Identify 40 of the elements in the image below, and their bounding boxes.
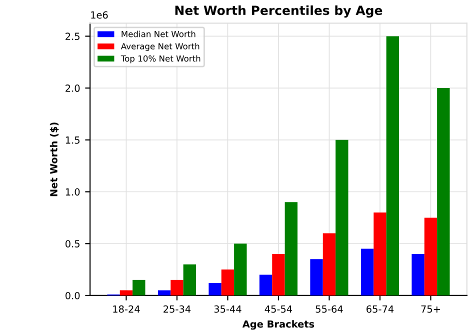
bar: [132, 280, 146, 296]
legend-label: Average Net Worth: [120, 42, 200, 52]
bar: [120, 290, 133, 296]
y-axis-title: Net Worth ($): [50, 122, 59, 196]
y-tick-label: 1.0: [66, 188, 80, 196]
x-tick-label: 75+: [421, 306, 440, 313]
bar: [336, 140, 348, 296]
text: 1e6: [91, 11, 108, 19]
bar: [360, 248, 374, 296]
bar: [424, 218, 438, 296]
bar: [284, 202, 298, 296]
bar: [374, 212, 386, 296]
x-tick-label: 55-64: [316, 305, 343, 313]
bar: [310, 259, 323, 296]
x-tick-label: 65-74: [366, 305, 394, 313]
y-tick-label: 2.5: [66, 32, 80, 40]
y-tick-label: 2.0: [66, 84, 80, 92]
bar: [221, 270, 234, 296]
legend-label: Median Net Worth: [122, 30, 196, 38]
bar: [437, 88, 450, 296]
y-tick-label: 1.5: [66, 136, 80, 144]
x-tick-label: 35-44: [214, 305, 242, 313]
legend-label: Top 10% Net Worth: [120, 55, 200, 64]
x-tick-label: 18-24: [113, 305, 140, 313]
bar: [322, 233, 336, 296]
x-tick-label: 25-34: [164, 305, 191, 313]
bar: [386, 36, 400, 296]
y-tick-label: 0.5: [66, 240, 80, 248]
bar: [259, 274, 272, 296]
bar: [158, 290, 171, 296]
bar: [183, 264, 196, 296]
y-tick-label: 0.0: [66, 292, 80, 300]
bar: [272, 254, 285, 296]
bar: [170, 280, 184, 296]
bar: [208, 283, 222, 296]
x-tick-label: 45-54: [264, 306, 292, 313]
bar: [234, 244, 247, 296]
chart-title: Net Worth Percentiles by Age: [175, 5, 382, 18]
x-axis-title: Age Brackets: [242, 320, 314, 330]
bar: [412, 254, 424, 296]
